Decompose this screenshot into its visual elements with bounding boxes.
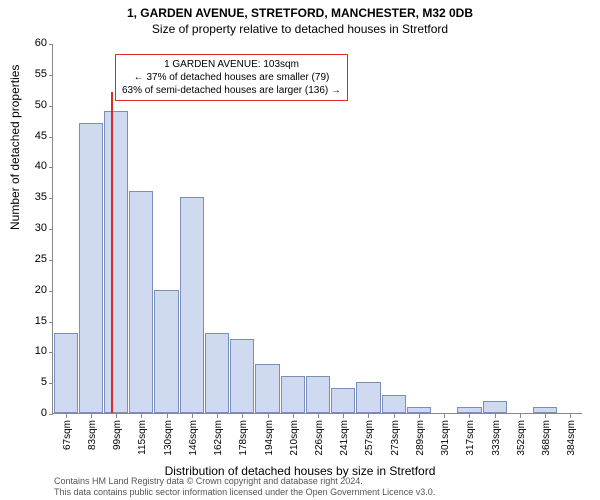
histogram-chart: 05101520253035404550556067sqm83sqm99sqm1… bbox=[52, 44, 582, 414]
annotation-box: 1 GARDEN AVENUE: 103sqm← 37% of detached… bbox=[115, 54, 348, 101]
y-tick-label: 60 bbox=[23, 37, 47, 49]
x-tick-mark bbox=[141, 414, 142, 418]
y-tick-label: 25 bbox=[23, 253, 47, 265]
x-tick-mark bbox=[217, 414, 218, 418]
histogram-bar bbox=[356, 382, 380, 413]
x-tick-label: 273sqm bbox=[390, 420, 401, 456]
x-tick-mark bbox=[343, 414, 344, 418]
histogram-bar bbox=[54, 333, 78, 413]
x-tick-label: 317sqm bbox=[465, 420, 476, 456]
histogram-bar bbox=[407, 407, 431, 413]
x-tick-label: 115sqm bbox=[137, 420, 148, 455]
x-tick-mark bbox=[293, 414, 294, 418]
y-tick-mark bbox=[49, 44, 53, 45]
x-tick-label: 368sqm bbox=[541, 420, 552, 456]
y-tick-mark bbox=[49, 383, 53, 384]
x-tick-mark bbox=[419, 414, 420, 418]
x-tick-mark bbox=[570, 414, 571, 418]
histogram-bar bbox=[104, 111, 128, 413]
histogram-bar bbox=[154, 290, 178, 413]
y-tick-label: 50 bbox=[23, 99, 47, 111]
x-tick-mark bbox=[66, 414, 67, 418]
histogram-bar bbox=[483, 401, 507, 413]
histogram-bar bbox=[281, 376, 305, 413]
x-tick-label: 194sqm bbox=[264, 420, 275, 456]
y-tick-label: 35 bbox=[23, 191, 47, 203]
x-tick-label: 384sqm bbox=[566, 420, 577, 456]
x-tick-label: 99sqm bbox=[112, 420, 123, 450]
y-axis-label: Number of detached properties bbox=[8, 65, 22, 230]
x-tick-label: 241sqm bbox=[339, 420, 350, 456]
histogram-bar bbox=[331, 388, 355, 413]
x-tick-mark bbox=[368, 414, 369, 418]
histogram-bar bbox=[306, 376, 330, 413]
page-title-sub: Size of property relative to detached ho… bbox=[0, 20, 600, 36]
x-tick-label: 226sqm bbox=[314, 420, 325, 456]
y-tick-mark bbox=[49, 137, 53, 138]
histogram-bar bbox=[79, 123, 103, 413]
annotation-line: ← 37% of detached houses are smaller (79… bbox=[122, 71, 341, 84]
y-tick-label: 10 bbox=[23, 345, 47, 357]
x-tick-label: 301sqm bbox=[440, 420, 451, 456]
y-tick-mark bbox=[49, 106, 53, 107]
annotation-line: 63% of semi-detached houses are larger (… bbox=[122, 84, 341, 97]
x-tick-mark bbox=[495, 414, 496, 418]
x-tick-label: 178sqm bbox=[238, 420, 249, 456]
y-tick-mark bbox=[49, 167, 53, 168]
plot-area: 05101520253035404550556067sqm83sqm99sqm1… bbox=[52, 44, 582, 414]
y-tick-label: 45 bbox=[23, 130, 47, 142]
y-tick-mark bbox=[49, 352, 53, 353]
x-tick-label: 146sqm bbox=[188, 420, 199, 456]
x-tick-label: 333sqm bbox=[491, 420, 502, 456]
histogram-bar bbox=[180, 197, 204, 413]
x-tick-mark bbox=[91, 414, 92, 418]
y-tick-mark bbox=[49, 260, 53, 261]
histogram-bar bbox=[129, 191, 153, 413]
histogram-bar bbox=[255, 364, 279, 413]
x-tick-mark bbox=[242, 414, 243, 418]
x-tick-label: 162sqm bbox=[213, 420, 224, 456]
x-tick-label: 67sqm bbox=[62, 420, 73, 450]
y-tick-label: 0 bbox=[23, 407, 47, 419]
x-tick-label: 210sqm bbox=[289, 420, 300, 456]
x-tick-mark bbox=[545, 414, 546, 418]
histogram-bar bbox=[457, 407, 481, 413]
x-tick-mark bbox=[268, 414, 269, 418]
histogram-bar bbox=[205, 333, 229, 413]
y-tick-mark bbox=[49, 75, 53, 76]
x-tick-mark bbox=[318, 414, 319, 418]
y-tick-mark bbox=[49, 198, 53, 199]
annotation-line: 1 GARDEN AVENUE: 103sqm bbox=[122, 58, 341, 71]
x-tick-mark bbox=[444, 414, 445, 418]
y-tick-mark bbox=[49, 229, 53, 230]
footer-attribution: Contains HM Land Registry data © Crown c… bbox=[54, 476, 435, 498]
x-tick-mark bbox=[192, 414, 193, 418]
histogram-bar bbox=[533, 407, 557, 413]
y-tick-mark bbox=[49, 414, 53, 415]
histogram-bar bbox=[230, 339, 254, 413]
x-tick-mark bbox=[116, 414, 117, 418]
footer-line2: This data contains public sector informa… bbox=[54, 487, 435, 498]
x-tick-mark bbox=[469, 414, 470, 418]
y-tick-label: 20 bbox=[23, 284, 47, 296]
x-tick-label: 83sqm bbox=[87, 420, 98, 450]
y-tick-label: 5 bbox=[23, 376, 47, 388]
x-tick-label: 257sqm bbox=[364, 420, 375, 456]
y-tick-label: 15 bbox=[23, 315, 47, 327]
page-title-address: 1, GARDEN AVENUE, STRETFORD, MANCHESTER,… bbox=[0, 0, 600, 20]
x-tick-mark bbox=[520, 414, 521, 418]
y-tick-label: 30 bbox=[23, 222, 47, 234]
x-tick-label: 130sqm bbox=[163, 420, 174, 456]
y-tick-label: 40 bbox=[23, 160, 47, 172]
histogram-bar bbox=[382, 395, 406, 414]
x-tick-mark bbox=[167, 414, 168, 418]
property-marker-line bbox=[111, 92, 113, 413]
x-tick-label: 352sqm bbox=[516, 420, 527, 456]
y-tick-label: 55 bbox=[23, 68, 47, 80]
footer-line1: Contains HM Land Registry data © Crown c… bbox=[54, 476, 435, 487]
y-tick-mark bbox=[49, 322, 53, 323]
x-tick-label: 289sqm bbox=[415, 420, 426, 456]
x-tick-mark bbox=[394, 414, 395, 418]
y-tick-mark bbox=[49, 291, 53, 292]
